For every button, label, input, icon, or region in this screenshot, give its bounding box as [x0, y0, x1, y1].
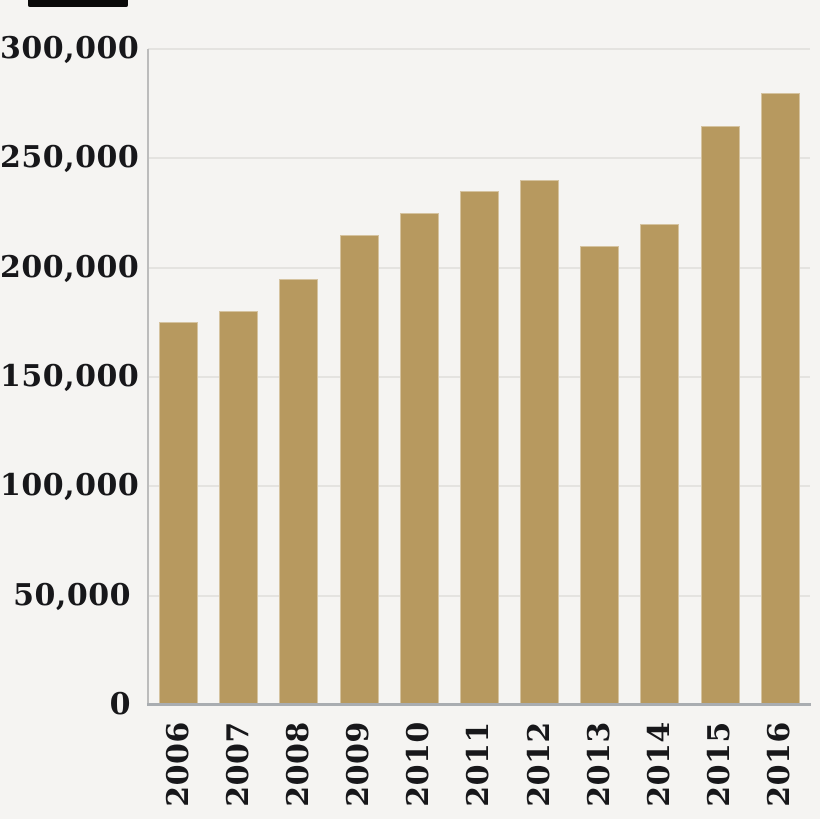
bar-2008	[279, 278, 319, 705]
y-tick-label: 0	[109, 687, 131, 722]
x-tick-label-2015: 2015	[702, 721, 738, 807]
y-axis-line	[147, 49, 149, 706]
y-tick-label: 200,000	[0, 249, 140, 285]
x-tick-label-2013: 2013	[581, 721, 617, 807]
x-tick-label-2008: 2008	[280, 721, 316, 807]
x-tick-label-2016: 2016	[762, 721, 798, 807]
plot-area	[148, 48, 810, 706]
x-tick-label-2011: 2011	[461, 721, 497, 807]
bar-2006	[159, 322, 198, 705]
bar-2012	[520, 180, 560, 705]
bar-2014	[640, 223, 680, 705]
gridline-250000	[148, 157, 810, 160]
bar-2013	[580, 245, 620, 705]
x-tick-label-2012: 2012	[521, 721, 557, 807]
x-tick-label-2014: 2014	[641, 721, 677, 807]
bar-2016	[760, 92, 800, 705]
y-tick-label: 100,000	[0, 468, 140, 504]
bar-2009	[339, 234, 379, 705]
crop-artifact	[28, 0, 128, 7]
y-tick-label: 300,000	[0, 31, 140, 66]
x-axis-line	[147, 703, 811, 706]
gridline-300000	[148, 48, 810, 50]
bar-2010	[399, 213, 439, 705]
x-tick-label-2006: 2006	[160, 721, 196, 807]
bar-2007	[219, 311, 259, 705]
x-tick-label-2009: 2009	[341, 721, 377, 807]
y-tick-label: 50,000	[13, 577, 131, 613]
bar-2011	[459, 191, 499, 705]
bar-2015	[700, 125, 740, 705]
x-tick-label-2010: 2010	[401, 721, 437, 807]
y-tick-label: 150,000	[0, 359, 140, 394]
y-tick-label: 250,000	[0, 140, 140, 176]
x-tick-label-2007: 2007	[220, 721, 256, 807]
